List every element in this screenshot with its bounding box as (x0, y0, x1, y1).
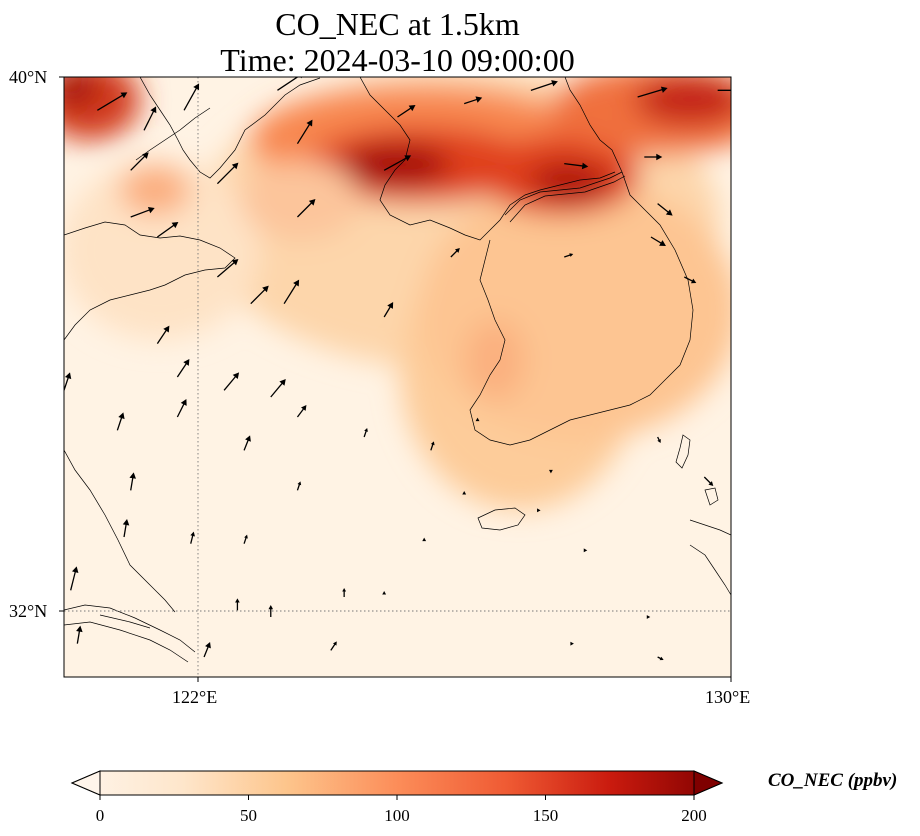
wind-vector (397, 105, 416, 118)
wind-vector (130, 207, 155, 218)
colorbar-min-extend (70, 770, 101, 796)
wind-vector (422, 537, 427, 542)
wind-vector (97, 92, 128, 111)
wind-vector (203, 642, 211, 658)
wind-vector (583, 548, 588, 553)
wind-vector (268, 605, 274, 617)
wind-vector (243, 534, 248, 544)
wind-vector (383, 302, 394, 318)
wind-vector (342, 588, 347, 597)
colorbar-tick-200: 200 (681, 806, 707, 825)
wind-vector (122, 519, 130, 538)
wind-vector (684, 276, 697, 284)
wind-vector (717, 89, 731, 91)
wind-vector (70, 566, 79, 591)
wind-vector (130, 152, 149, 171)
wind-vector (157, 222, 179, 238)
concentration-field (64, 77, 731, 677)
colorbar-tick-0: 0 (95, 806, 105, 825)
wind-vector (475, 417, 480, 422)
wind-vector (250, 285, 269, 305)
wind-vector (216, 259, 239, 278)
wind-vector (537, 508, 541, 513)
wind-vector (64, 372, 72, 391)
lat-tick-40n: 40°N (9, 67, 48, 87)
wind-vector (463, 96, 483, 105)
wind-vector (363, 428, 368, 438)
wind-vector (650, 236, 666, 246)
wind-vector (176, 399, 187, 418)
lon-tick-122e: 122°E (172, 687, 218, 707)
wind-vector (270, 379, 286, 398)
wind-vector (570, 641, 574, 646)
wind-vector (450, 248, 460, 258)
colorbar (70, 770, 724, 800)
wind-vector (176, 359, 190, 378)
wind-vector (296, 481, 302, 491)
tick-marks (59, 76, 732, 682)
wind-vectors (64, 77, 731, 661)
map-frame (63, 76, 732, 678)
wind-vector (564, 253, 574, 258)
wind-vector (156, 325, 170, 345)
colorbar-tick-100: 100 (384, 806, 410, 825)
wind-vector (283, 279, 300, 305)
colorbar-tick-150: 150 (532, 806, 559, 825)
wind-vector (644, 153, 663, 161)
wind-vector (530, 80, 558, 91)
wind-vector (183, 83, 200, 111)
map-time-subtitle: Time: 2024-03-10 09:00:00 (220, 42, 575, 78)
wind-vector (657, 656, 664, 661)
wind-vector (646, 615, 651, 619)
wind-vector (462, 491, 467, 495)
wind-vector (143, 106, 157, 131)
wind-vector (382, 591, 387, 595)
wind-vector (296, 199, 316, 218)
wind-vector (190, 531, 195, 544)
wind-vector (564, 162, 589, 170)
gridlines (64, 77, 731, 677)
coastlines (64, 77, 731, 663)
map-title: CO_NEC at 1.5km (275, 6, 520, 42)
wind-vector (703, 476, 714, 486)
lon-tick-130e: 130°E (705, 687, 751, 707)
colorbar-label: CO_NEC (ppbv) (768, 770, 898, 791)
wind-vector (430, 441, 435, 451)
wind-vector (243, 435, 251, 451)
wind-vector (223, 372, 240, 391)
wind-vector (129, 472, 136, 491)
colorbar-tick-50: 50 (240, 806, 257, 825)
wind-vector (548, 469, 553, 474)
wind-vector (657, 436, 661, 443)
wind-vector (330, 641, 337, 651)
wind-vector (657, 203, 673, 216)
wind-vector (235, 598, 240, 611)
wind-vector (296, 119, 313, 145)
wind-vector (637, 86, 668, 98)
wind-vector (116, 412, 125, 431)
colorbar-max-extend (693, 770, 724, 796)
wind-vector (76, 625, 83, 644)
wind-vector (383, 155, 412, 171)
lat-tick-32n: 32°N (9, 601, 48, 621)
wind-vector (216, 162, 239, 185)
wind-vector (296, 405, 307, 418)
